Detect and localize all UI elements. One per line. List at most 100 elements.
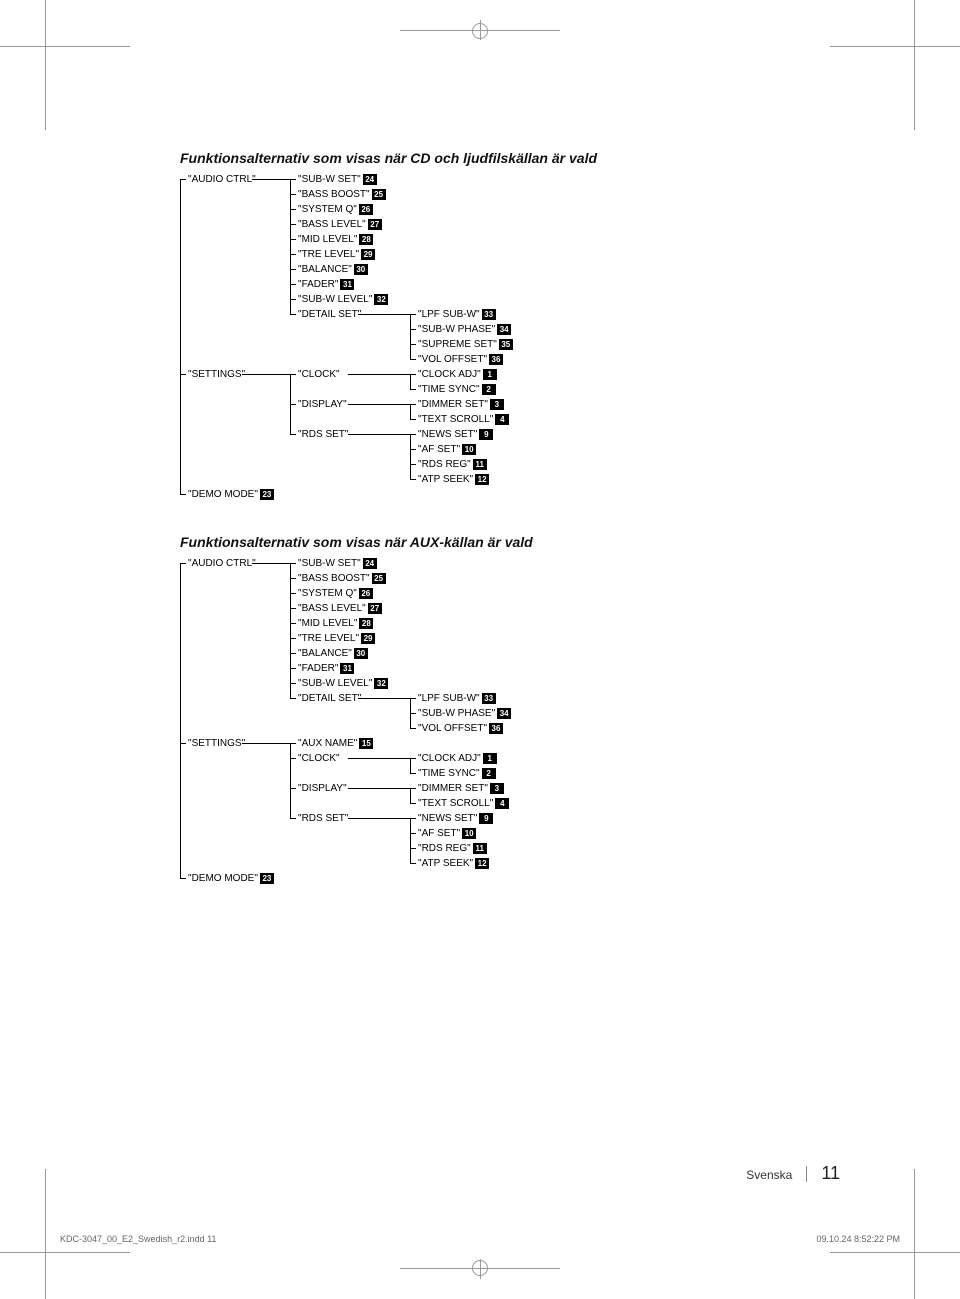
- tree-line: [410, 344, 416, 345]
- menu-item-label: TRE LEVEL: [298, 249, 359, 260]
- menu-item-label: ATP SEEK: [418, 858, 473, 869]
- reference-badge: 35: [499, 339, 513, 350]
- tree-line: [290, 593, 296, 594]
- reference-badge: 1: [483, 369, 497, 380]
- tree-line: [410, 818, 416, 819]
- tree-line: [290, 698, 296, 699]
- menu-item-label: RDS SET: [298, 813, 348, 824]
- menu-item-label: AUDIO CTRL: [188, 558, 256, 569]
- tree-line: [410, 419, 416, 420]
- menu-item: RDS REG11: [418, 457, 487, 472]
- menu-item-label: NEWS SET: [418, 813, 477, 824]
- menu-item: LPF SUB-W33: [418, 691, 496, 706]
- tree-line: [410, 773, 416, 774]
- tree-line: [290, 758, 296, 759]
- menu-item-label: DETAIL SET: [298, 693, 361, 704]
- menu-item-label: SUB-W PHASE: [418, 708, 495, 719]
- menu-item: NEWS SET9: [418, 811, 493, 826]
- tree-line: [290, 578, 296, 579]
- menu-item: SUB-W PHASE34: [418, 706, 511, 721]
- menu-item-label: BASS LEVEL: [298, 219, 366, 230]
- tree-line: [410, 374, 411, 389]
- menu-item-label: BALANCE: [298, 264, 352, 275]
- menu-item-label: DISPLAY: [298, 783, 347, 794]
- crop-mark: [45, 1169, 46, 1299]
- reference-badge: 23: [260, 489, 274, 500]
- language-label: Svenska: [746, 1168, 792, 1182]
- tree-line: [358, 314, 410, 315]
- menu-item-label: DEMO MODE: [188, 489, 258, 500]
- reference-badge: 33: [482, 693, 496, 704]
- tree-line: [358, 698, 410, 699]
- tree-line: [410, 788, 411, 803]
- tree-line: [180, 563, 186, 564]
- reference-badge: 26: [359, 588, 373, 599]
- page-footer-right: Svenska 11: [746, 1163, 840, 1184]
- menu-item: AF SET10: [418, 442, 476, 457]
- menu-item-label: DIMMER SET: [418, 783, 488, 794]
- menu-item-label: SETTINGS: [188, 738, 245, 749]
- tree-line: [252, 563, 290, 564]
- menu-item: DIMMER SET3: [418, 781, 504, 796]
- menu-item: RDS REG11: [418, 841, 487, 856]
- reference-badge: 11: [473, 843, 487, 854]
- tree-line: [410, 449, 416, 450]
- imposition-footer: KDC-3047_00_E2_Swedish_r2.indd 11 09.10.…: [60, 1234, 900, 1244]
- reference-badge: 11: [473, 459, 487, 470]
- menu-item-label: MID LEVEL: [298, 234, 357, 245]
- menu-item: SETTINGS: [188, 736, 245, 751]
- reference-badge: 28: [359, 234, 373, 245]
- tree-line: [290, 374, 296, 375]
- menu-item: SUB-W LEVEL32: [298, 292, 388, 307]
- tree-line: [290, 404, 296, 405]
- reference-badge: 31: [340, 663, 354, 674]
- tree-line: [180, 374, 186, 375]
- reference-badge: 30: [354, 648, 368, 659]
- menu-item-label: NEWS SET: [418, 429, 477, 440]
- tree-line: [410, 848, 416, 849]
- tree-line: [410, 479, 416, 480]
- menu-item: FADER31: [298, 661, 354, 676]
- reference-badge: 25: [372, 189, 386, 200]
- menu-item-label: AUDIO CTRL: [188, 174, 256, 185]
- menu-item: BASS LEVEL27: [298, 601, 382, 616]
- tree-line: [410, 833, 416, 834]
- menu-item: ATP SEEK12: [418, 472, 489, 487]
- tree-line: [290, 194, 296, 195]
- tree-line: [290, 788, 296, 789]
- tree-line: [290, 653, 296, 654]
- menu-item-label: TIME SYNC: [418, 384, 480, 395]
- tree-line: [180, 179, 181, 494]
- menu-item-label: VOL OFFSET: [418, 723, 487, 734]
- menu-item: BASS LEVEL27: [298, 217, 382, 232]
- menu-item-label: SUB-W SET: [298, 558, 361, 569]
- reference-badge: 34: [497, 708, 511, 719]
- reference-badge: 3: [490, 783, 504, 794]
- menu-item-label: DETAIL SET: [298, 309, 361, 320]
- tree-line: [410, 464, 416, 465]
- tree-line: [290, 818, 296, 819]
- menu-item-label: SUB-W SET: [298, 174, 361, 185]
- menu-item-label: SYSTEM Q: [298, 588, 357, 599]
- tree-line: [290, 314, 296, 315]
- tree-line: [348, 374, 410, 375]
- tree-line: [290, 623, 296, 624]
- tree-line: [410, 314, 411, 359]
- section-heading: Funktionsalternativ som visas när AUX-kä…: [180, 534, 780, 550]
- menu-item: BALANCE30: [298, 262, 368, 277]
- reference-badge: 9: [479, 813, 493, 824]
- menu-item-label: SYSTEM Q: [298, 204, 357, 215]
- tree-line: [290, 743, 291, 818]
- tree-line: [410, 404, 411, 419]
- menu-item: CLOCK ADJ1: [418, 367, 497, 382]
- reference-badge: 9: [479, 429, 493, 440]
- tree-line: [348, 818, 410, 819]
- tree-line: [348, 758, 410, 759]
- tree-line: [410, 314, 416, 315]
- tree-line: [242, 743, 290, 744]
- menu-item: SUB-W SET24: [298, 172, 377, 187]
- crop-mark: [0, 1252, 130, 1253]
- menu-item: TIME SYNC2: [418, 766, 496, 781]
- reference-badge: 2: [482, 384, 496, 395]
- tree-line: [290, 563, 296, 564]
